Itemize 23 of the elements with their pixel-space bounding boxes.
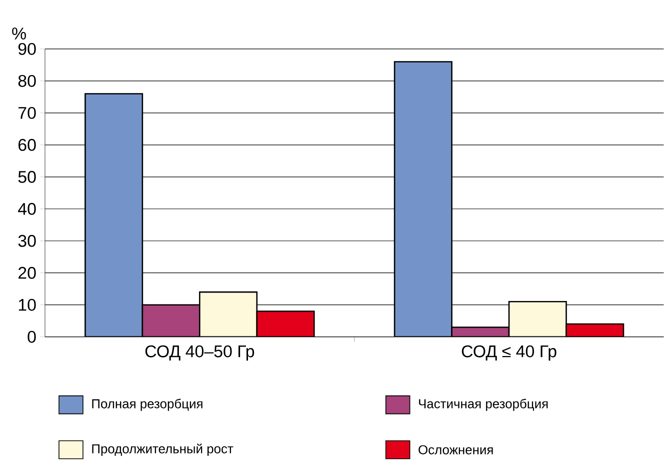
y-tick-label: 40 [18,203,36,215]
y-tick-label: 90 [18,43,36,56]
y-tick-label: 30 [18,234,36,247]
y-tick-label: 50 [18,171,36,184]
y-tick-label: 80 [18,75,36,88]
bar [508,301,567,337]
bar [84,93,144,337]
legend-label: Осложнения [418,445,493,454]
y-tick-label: 0 [28,330,36,343]
y-tick-label: 60 [18,139,36,152]
bar [142,304,200,337]
y-tick-label: 70 [18,107,36,120]
legend-label: Продолжительный рост [92,444,234,456]
bar [394,61,452,337]
bar [256,310,315,337]
x-tick-label: СОД 40–50 Гр [145,345,254,361]
y-axis-title: % [12,28,26,40]
legend-label: Полная резорбция [92,398,202,411]
y-tick-label: 10 [18,298,36,311]
y-tick-label: 20 [18,266,36,279]
legend-label: Частичная резорбция [419,398,548,411]
x-tick-label: СОД ≤ 40 Гр [462,345,556,361]
bar [199,292,258,337]
